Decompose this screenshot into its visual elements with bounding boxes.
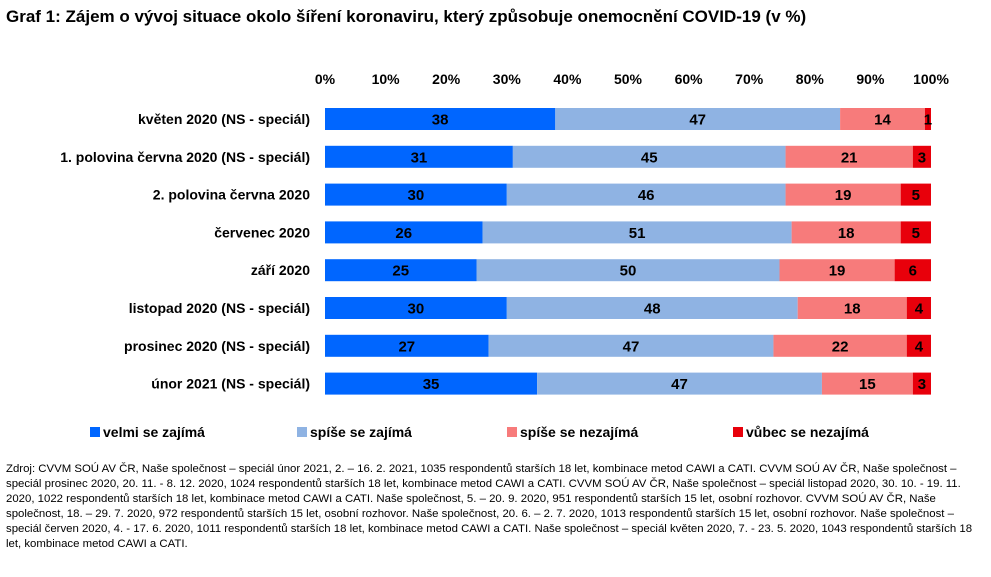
data-label: 21 — [841, 149, 858, 166]
bar-segment — [325, 259, 477, 282]
category-label: květen 2020 (NS - speciál) — [138, 111, 310, 127]
x-tick-label: 60% — [675, 71, 704, 87]
data-label: 30 — [408, 301, 425, 318]
bar-segment — [506, 297, 798, 319]
stacked-bar-chart: 0% 10% 20% 30% 40% 50% 60% 70% 80% 90% 100% květen… — [60, 71, 950, 440]
x-tick-label: 40% — [553, 71, 582, 87]
legend-label: spíše se nezajímá — [520, 424, 639, 440]
x-tick-label: 50% — [614, 71, 643, 87]
x-tick-label: 10% — [372, 71, 401, 87]
category-label: září 2020 — [251, 262, 310, 278]
data-label: 47 — [623, 338, 640, 355]
data-label: 38 — [432, 112, 449, 129]
category-label: 2. polovina června 2020 — [153, 187, 310, 203]
legend-swatch — [297, 427, 307, 437]
bar-segment — [325, 334, 489, 357]
bar-segment — [894, 259, 931, 282]
data-label: 15 — [859, 376, 876, 393]
data-label: 48 — [644, 301, 661, 318]
legend-label: velmi se zajímá — [103, 424, 205, 440]
bar-segment — [900, 221, 931, 244]
chart-title: Graf 1: Zájem o vývoj situace okolo šíře… — [6, 7, 807, 26]
bar-segment — [325, 108, 556, 130]
x-tick-label: 90% — [856, 71, 885, 87]
data-label: 18 — [838, 225, 855, 242]
data-labels: 38 47 14 1 31 45 21 3 30 46 19 5 26 51 18 5 25 50 19 6 30 48 1… — [392, 112, 932, 394]
x-tick-label: 30% — [493, 71, 522, 87]
bar-segment — [773, 334, 907, 357]
legend-label: spíše se zajímá — [310, 424, 412, 440]
bar-segment — [900, 183, 931, 206]
data-label: 45 — [641, 149, 658, 166]
x-tick-label: 100% — [913, 71, 949, 87]
bar-segment — [325, 372, 538, 395]
data-label: 22 — [832, 338, 849, 355]
bar-segment — [476, 259, 780, 282]
source-note: Zdroj: CVVM SOÚ AV ČR, Naše společnost –… — [6, 463, 973, 550]
bar-segment — [912, 372, 931, 395]
bar-segment — [537, 372, 822, 395]
bar-segment — [325, 221, 483, 244]
data-label: 6 — [909, 263, 917, 280]
data-label: 47 — [671, 376, 688, 393]
bar-segment — [325, 297, 507, 319]
bar-segment — [924, 108, 931, 130]
data-label: 26 — [395, 225, 412, 242]
data-label: 27 — [398, 338, 415, 355]
bar-segment — [797, 297, 907, 319]
bar-segment — [785, 183, 901, 206]
bar-segment — [840, 108, 925, 130]
x-axis-ticks: 0% 10% 20% 30% 40% 50% 60% 70% 80% 90% 100% — [315, 71, 950, 87]
bar-segment — [791, 221, 901, 244]
data-label: 46 — [638, 187, 655, 204]
bar-segment — [779, 259, 895, 282]
data-label: 3 — [918, 376, 926, 393]
legend-swatch — [507, 427, 517, 437]
bar-segment — [821, 372, 913, 395]
data-label: 4 — [915, 338, 924, 355]
legend-swatch — [733, 427, 743, 437]
category-label: 1. polovina června 2020 (NS - speciál) — [60, 149, 310, 165]
bar-segment — [906, 334, 931, 357]
data-label: 25 — [392, 263, 409, 280]
data-label: 5 — [912, 225, 920, 242]
bar-segment — [488, 334, 774, 357]
data-label: 14 — [874, 112, 891, 129]
data-label: 31 — [411, 149, 428, 166]
x-tick-label: 20% — [432, 71, 461, 87]
data-label: 5 — [912, 187, 920, 204]
data-label: 4 — [915, 301, 924, 318]
bar-segment — [785, 145, 913, 168]
x-tick-label: 70% — [735, 71, 764, 87]
bar-segment — [912, 145, 931, 168]
bar-segment — [512, 145, 786, 168]
category-label: prosinec 2020 (NS - speciál) — [124, 338, 310, 354]
data-label: 1 — [924, 112, 932, 129]
bar-segment — [482, 221, 792, 244]
bar-segment — [906, 297, 931, 319]
bar-segment — [325, 145, 513, 168]
bar-segments — [325, 108, 931, 395]
data-label: 47 — [689, 112, 706, 129]
legend-swatch — [90, 427, 100, 437]
category-labels: květen 2020 (NS - speciál) 1. polovina če… — [60, 111, 310, 392]
data-label: 50 — [620, 263, 637, 280]
x-tick-label: 0% — [315, 71, 336, 87]
data-label: 18 — [844, 301, 861, 318]
bar-segment — [506, 183, 786, 206]
data-label: 35 — [423, 376, 440, 393]
bar-segment — [555, 108, 841, 130]
legend: velmi se zajímá spíše se zajímá spíše se n… — [90, 424, 869, 440]
data-label: 19 — [835, 187, 852, 204]
data-label: 51 — [629, 225, 646, 242]
category-label: únor 2021 (NS - speciál) — [151, 376, 310, 392]
data-label: 3 — [918, 149, 926, 166]
x-tick-label: 80% — [796, 71, 825, 87]
data-label: 30 — [408, 187, 425, 204]
category-label: červenec 2020 — [214, 224, 310, 240]
bar-segment — [325, 183, 507, 206]
category-label: listopad 2020 (NS - speciál) — [129, 300, 310, 316]
legend-label: vůbec se nezajímá — [746, 424, 869, 440]
data-label: 19 — [829, 263, 846, 280]
